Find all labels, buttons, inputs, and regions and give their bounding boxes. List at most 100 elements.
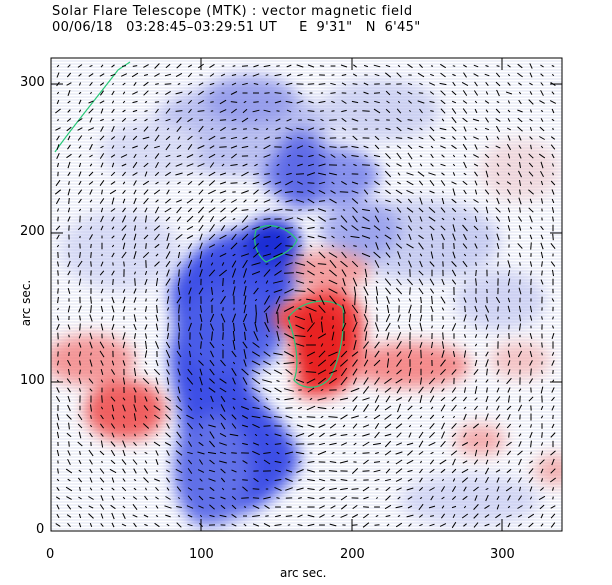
field-vector xyxy=(187,243,193,249)
field-vector xyxy=(232,253,236,257)
field-vector xyxy=(297,524,303,526)
field-vector xyxy=(166,450,170,456)
field-vector xyxy=(419,197,423,205)
field-vector xyxy=(177,226,181,230)
field-vector xyxy=(517,495,523,501)
field-vector xyxy=(78,522,82,528)
field-vector xyxy=(485,145,489,149)
field-vector xyxy=(353,433,357,437)
field-vector xyxy=(319,486,325,492)
field-vector xyxy=(285,82,293,86)
field-vector xyxy=(198,82,204,86)
field-vector xyxy=(232,361,236,365)
field-vector xyxy=(208,171,216,177)
field-vector xyxy=(518,225,522,231)
field-vector xyxy=(273,369,283,375)
field-vector xyxy=(199,406,203,410)
field-vector xyxy=(197,163,205,167)
field-vector xyxy=(110,423,116,429)
field-vector xyxy=(496,460,500,464)
field-vector xyxy=(243,523,247,527)
field-vector xyxy=(407,469,413,473)
field-vector xyxy=(99,423,105,429)
field-vector xyxy=(540,109,544,113)
field-vector xyxy=(430,145,434,149)
field-vector xyxy=(155,126,159,132)
field-vector xyxy=(307,235,315,239)
field-vector xyxy=(285,262,293,266)
field-vector xyxy=(165,405,171,411)
field-vector xyxy=(90,415,92,419)
field-vector xyxy=(164,505,172,509)
field-vector xyxy=(496,154,500,158)
field-vector xyxy=(440,207,446,213)
field-vector xyxy=(294,262,306,266)
field-vector xyxy=(78,459,82,465)
field-vector xyxy=(396,278,402,286)
field-vector xyxy=(208,180,216,186)
field-vector xyxy=(187,523,193,527)
field-vector xyxy=(353,110,357,112)
field-vector xyxy=(550,450,556,456)
field-vector xyxy=(351,100,359,104)
field-vector xyxy=(419,342,423,348)
field-vector xyxy=(463,523,467,527)
field-vector xyxy=(199,260,203,268)
field-vector xyxy=(430,251,434,259)
field-vector xyxy=(419,226,423,230)
field-vector xyxy=(451,485,457,493)
field-vector xyxy=(474,127,478,131)
field-vector xyxy=(221,262,225,266)
field-vector xyxy=(451,126,457,132)
field-vector xyxy=(100,64,104,68)
field-vector xyxy=(219,109,227,113)
field-vector xyxy=(166,189,170,195)
field-vector xyxy=(441,307,445,311)
field-vector xyxy=(529,431,533,439)
x-tick-label: 0 xyxy=(46,547,55,562)
field-vector xyxy=(198,90,204,96)
x-axis-ticks xyxy=(50,58,503,531)
field-vector xyxy=(122,468,126,474)
field-vector xyxy=(430,153,434,159)
field-vector xyxy=(441,415,445,419)
field-vector xyxy=(451,369,457,375)
field-vector xyxy=(341,127,347,131)
field-vector xyxy=(441,378,445,384)
field-vector xyxy=(186,154,194,158)
field-vector xyxy=(418,503,424,511)
field-vector xyxy=(67,478,71,482)
field-vector xyxy=(88,449,94,457)
field-vector xyxy=(99,198,105,204)
field-vector xyxy=(187,259,193,269)
field-vector xyxy=(396,198,402,204)
field-vector xyxy=(232,65,236,67)
field-vector xyxy=(530,144,532,150)
field-vector xyxy=(384,377,392,385)
field-vector xyxy=(230,145,238,149)
field-vector xyxy=(540,405,544,411)
field-vector xyxy=(143,162,149,168)
field-vector xyxy=(253,477,259,483)
field-vector xyxy=(219,442,227,446)
field-vector xyxy=(210,262,214,266)
field-vector xyxy=(351,225,359,231)
field-vector xyxy=(111,125,115,133)
field-vector xyxy=(353,314,357,322)
field-vector xyxy=(408,304,412,314)
field-vector xyxy=(396,72,402,78)
field-vector xyxy=(363,189,369,195)
field-vector xyxy=(497,379,499,383)
field-vector xyxy=(209,440,215,448)
field-vector xyxy=(143,144,149,150)
field-vector xyxy=(144,110,148,112)
field-vector xyxy=(317,172,327,176)
field-vector xyxy=(507,297,511,303)
field-vector xyxy=(551,108,555,114)
field-vector xyxy=(284,288,294,294)
field-vector xyxy=(508,395,510,403)
field-vector xyxy=(329,359,337,367)
field-vector xyxy=(287,343,291,347)
field-vector xyxy=(328,470,338,472)
field-vector xyxy=(122,404,126,412)
